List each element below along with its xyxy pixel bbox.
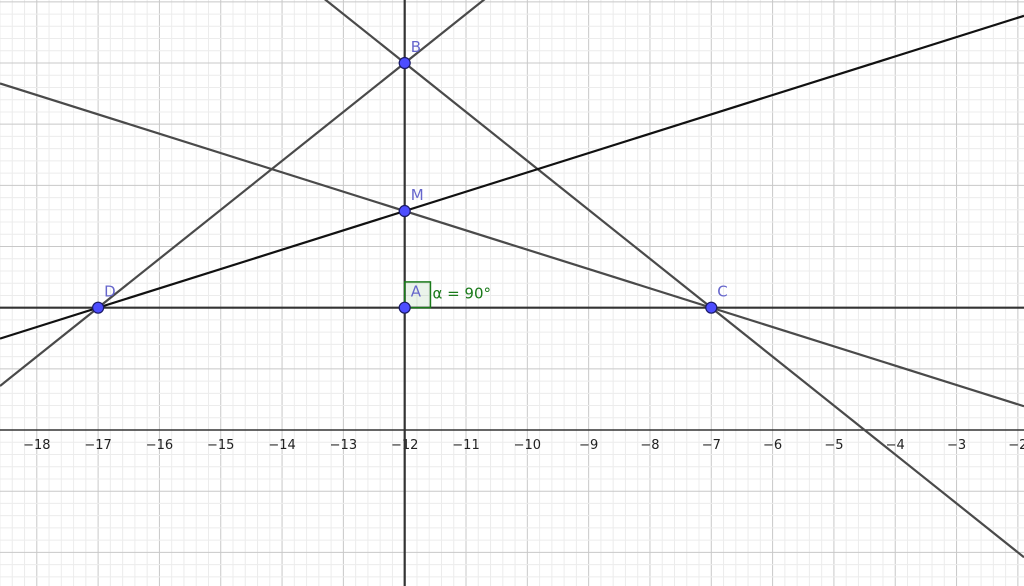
x-tick-label: −3 [947,438,966,453]
x-tick-label: −9 [579,438,598,453]
x-tick-label: −15 [207,438,234,453]
x-tick-label: −11 [452,438,479,453]
point-label-m: M [411,186,424,204]
x-tick-label: −14 [268,438,295,453]
x-tick-label: −4 [886,438,905,453]
x-tick-label: −17 [84,438,111,453]
line-bc[interactable] [0,0,1024,559]
point-label-d: D [104,283,116,301]
right-angle-square[interactable] [403,281,432,309]
x-tick-label: −2 [1008,438,1024,453]
line-dm[interactable] [0,14,1024,340]
right-angle-marker[interactable]: α = 90° [403,281,491,309]
x-tick-label: −10 [514,438,541,453]
point-a[interactable] [398,301,411,314]
x-tick-label: −7 [702,438,721,453]
x-tick-label: −16 [146,438,173,453]
x-tick-label: −5 [824,438,843,453]
angle-label: α = 90° [432,285,491,303]
x-tick-label: −8 [640,438,659,453]
x-tick-label: −13 [330,438,357,453]
line-cm[interactable] [0,82,1024,408]
x-tick-label: −6 [763,438,782,453]
x-tick-label: −18 [23,438,50,453]
point-label-a: A [411,283,422,301]
line-db[interactable] [0,0,1024,387]
point-d[interactable] [92,301,105,314]
point-m[interactable] [398,204,411,218]
point-b[interactable] [398,56,411,70]
point-c[interactable] [705,301,718,314]
point-label-c: C [717,283,727,301]
point-label-b: B [411,38,421,56]
points: B M D A C [92,38,728,314]
